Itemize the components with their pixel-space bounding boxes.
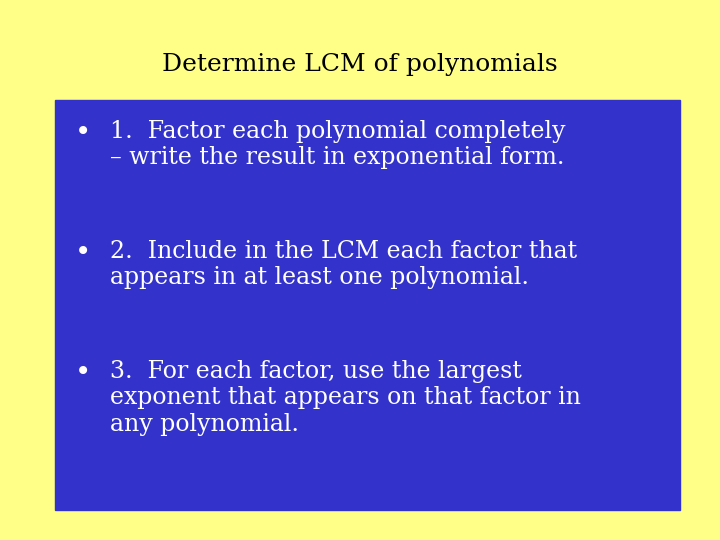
Text: 3.  For each factor, use the largest: 3. For each factor, use the largest <box>110 360 522 383</box>
Text: – write the result in exponential form.: – write the result in exponential form. <box>110 146 564 170</box>
Text: •: • <box>75 120 91 147</box>
FancyBboxPatch shape <box>55 100 680 510</box>
Text: Determine LCM of polynomials: Determine LCM of polynomials <box>162 53 558 77</box>
Text: •: • <box>75 360 91 387</box>
Text: 1.  Factor each polynomial completely: 1. Factor each polynomial completely <box>110 120 565 143</box>
Text: 2.  Include in the LCM each factor that: 2. Include in the LCM each factor that <box>110 240 577 263</box>
Text: exponent that appears on that factor in: exponent that appears on that factor in <box>110 386 581 409</box>
Text: •: • <box>75 240 91 267</box>
Text: appears in at least one polynomial.: appears in at least one polynomial. <box>110 266 529 289</box>
Text: any polynomial.: any polynomial. <box>110 413 299 436</box>
